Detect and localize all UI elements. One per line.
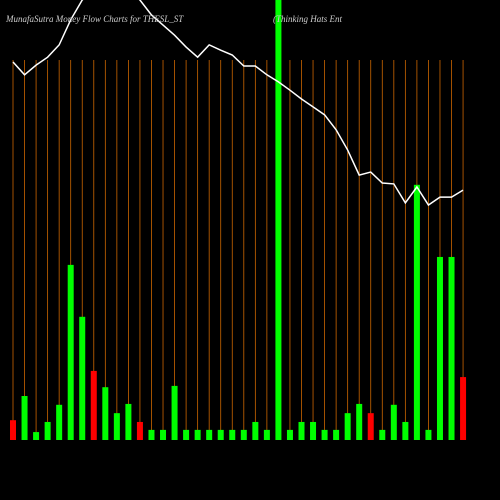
bar <box>125 403 132 440</box>
bar <box>33 432 40 440</box>
bar <box>275 0 282 440</box>
bar <box>436 256 443 440</box>
bar <box>413 184 420 440</box>
bar <box>206 429 213 440</box>
bar <box>160 429 167 440</box>
bar <box>367 413 374 440</box>
bar <box>217 429 224 440</box>
bar <box>67 264 74 440</box>
bar <box>90 370 97 440</box>
bar <box>240 429 247 440</box>
bar <box>448 256 455 440</box>
bar <box>460 377 467 440</box>
bar <box>10 420 16 440</box>
bar <box>136 421 143 440</box>
bar <box>263 429 270 440</box>
bar <box>21 396 28 440</box>
bar <box>44 421 51 440</box>
bar <box>379 429 386 440</box>
bar <box>356 403 363 440</box>
bar <box>298 421 305 440</box>
bar <box>171 385 178 440</box>
bar <box>333 429 340 440</box>
bar <box>183 429 190 440</box>
bar <box>390 404 397 440</box>
bar <box>79 316 86 440</box>
price-line <box>12 0 464 207</box>
bar <box>229 429 236 440</box>
chart-subtitle: (Thinking Hats Ent <box>273 14 342 24</box>
bar <box>194 429 201 440</box>
bar <box>402 421 409 440</box>
bar <box>113 413 120 440</box>
bar <box>102 387 109 440</box>
bar <box>56 404 63 440</box>
chart-title: MunafaSutra Money Flow Charts for THESL_… <box>5 14 184 24</box>
bar <box>321 429 328 440</box>
bar <box>286 429 293 440</box>
bar <box>252 421 259 440</box>
bar <box>148 429 155 440</box>
bar <box>344 413 351 440</box>
bar <box>310 421 317 440</box>
bar <box>425 429 432 440</box>
